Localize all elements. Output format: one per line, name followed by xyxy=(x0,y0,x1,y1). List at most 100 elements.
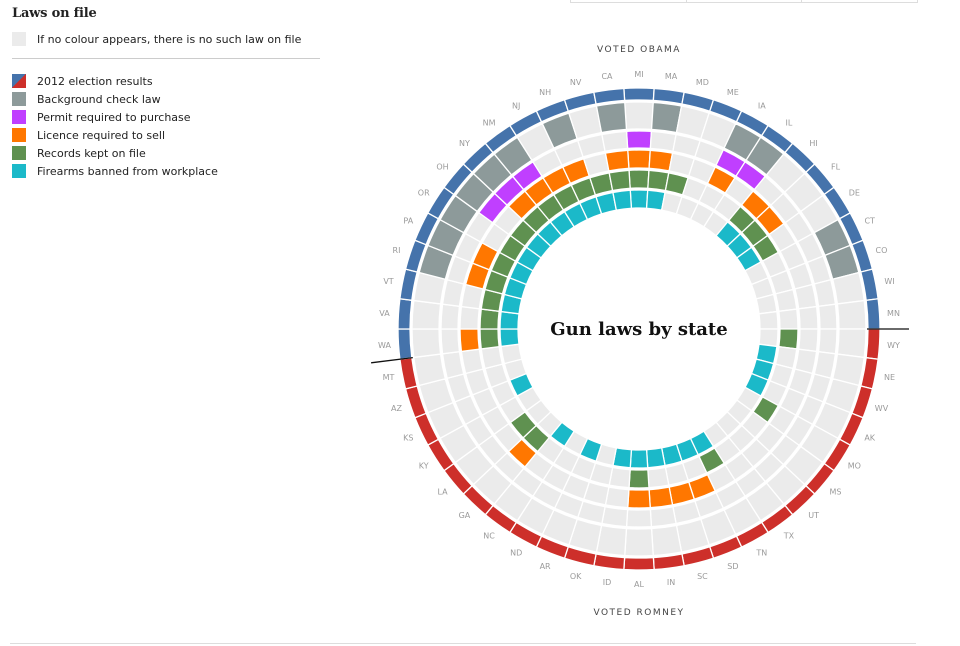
state-label-in: IN xyxy=(667,578,675,587)
state-label-wv: WV xyxy=(875,404,889,413)
empty-segment xyxy=(817,303,838,330)
state-label-az: AZ xyxy=(391,404,402,413)
state-label-ky: KY xyxy=(419,462,429,471)
empty-segment xyxy=(625,508,653,528)
state-label-mi: MI xyxy=(634,70,643,79)
state-label-pa: PA xyxy=(403,216,413,225)
legend-no-law-note: If no colour appears, there is no such l… xyxy=(12,30,320,48)
workplace-ban-segment-ca xyxy=(612,189,633,211)
state-label-ia: IA xyxy=(758,102,766,111)
state-label-or: OR xyxy=(418,188,430,197)
licence-to-sell-segment-sc xyxy=(668,481,696,506)
state-label-la: LA xyxy=(437,488,448,497)
permit-to-purchase-swatch xyxy=(12,110,26,124)
state-label-sd: SD xyxy=(727,562,738,571)
vote-segment-al xyxy=(623,556,655,571)
legend-item-label: Firearms banned from workplace xyxy=(37,164,218,178)
empty-segment xyxy=(601,506,629,528)
records-kept-segment-mi xyxy=(628,169,650,189)
state-label-ar: AR xyxy=(540,562,551,571)
empty-segment xyxy=(604,486,630,509)
background-check-swatch xyxy=(12,92,26,106)
state-label-mn: MN xyxy=(887,309,900,318)
legend-item-workplace-ban: Firearms banned from workplace xyxy=(12,162,320,180)
empty-segment xyxy=(798,328,819,353)
empty-segment xyxy=(441,350,465,380)
legend-item-label: Background check law xyxy=(37,92,161,106)
vote-segment-ca xyxy=(593,87,626,105)
empty-segment xyxy=(794,283,818,310)
state-label-wy: WY xyxy=(887,341,900,350)
legend-item-label: Licence required to sell xyxy=(37,128,166,142)
empty-segment xyxy=(778,308,799,330)
state-label-ma: MA xyxy=(665,72,678,81)
chart-title: Gun laws by state xyxy=(550,319,727,340)
state-label-mt: MT xyxy=(383,373,395,382)
tab-divider xyxy=(801,0,802,2)
empty-segment xyxy=(411,299,442,330)
vote-segment-ma xyxy=(652,87,685,105)
records-kept-segment-va xyxy=(479,308,500,330)
empty-segment xyxy=(813,278,837,308)
empty-segment xyxy=(774,288,798,313)
workplace-ban-segment-mi xyxy=(629,189,649,209)
state-label-ny: NY xyxy=(459,139,470,148)
licence-to-sell-segment-ca xyxy=(604,149,630,172)
legend-item-records-kept: Records kept on file xyxy=(12,144,320,162)
workplace-ban-swatch xyxy=(12,164,26,178)
legend-items: 2012 election results Background check la… xyxy=(12,72,320,180)
records-kept-segment-ca xyxy=(608,169,631,192)
vote-divider-line xyxy=(371,356,413,364)
empty-segment xyxy=(440,328,461,355)
workplace-ban-segment-al xyxy=(629,449,649,469)
state-label-ga: GA xyxy=(459,511,471,520)
licence-to-sell-swatch xyxy=(12,128,26,142)
licence-to-sell-segment-in xyxy=(648,486,674,509)
state-label-fl: FL xyxy=(831,163,841,172)
state-label-nh: NH xyxy=(539,88,551,97)
vote-segment-wa xyxy=(397,328,413,360)
legend-title: Laws on file xyxy=(12,6,97,21)
state-label-nv: NV xyxy=(570,78,582,87)
state-label-wi: WI xyxy=(884,277,894,286)
state-label-ak: AK xyxy=(864,434,875,443)
records-kept-segment-al xyxy=(628,469,650,489)
legend-item-licence-to-sell: Licence required to sell xyxy=(12,126,320,144)
empty-segment xyxy=(817,328,838,355)
legend-item-label: 2012 election results xyxy=(37,74,153,88)
records-kept-segment-wy xyxy=(778,328,799,350)
empty-segment xyxy=(647,466,670,489)
workplace-ban-segment-in xyxy=(645,447,666,469)
tab-divider xyxy=(686,0,687,2)
state-label-vt: VT xyxy=(383,277,393,286)
state-label-nd: ND xyxy=(510,549,522,558)
licence-to-sell-segment-wa xyxy=(459,328,480,353)
empty-segment xyxy=(411,328,442,359)
empty-segment xyxy=(601,130,629,152)
vote-segment-mi xyxy=(623,87,655,102)
state-label-me: ME xyxy=(727,88,739,97)
empty-segment xyxy=(758,310,779,330)
legend-item-election-results: 2012 election results xyxy=(12,72,320,90)
state-label-va: VA xyxy=(379,309,390,318)
licence-to-sell-segment-ma xyxy=(648,149,674,172)
state-label-md: MD xyxy=(696,78,709,87)
empty-segment xyxy=(624,101,654,131)
state-label-tx: TX xyxy=(783,531,795,540)
election-results-swatch xyxy=(12,74,26,88)
vote-segment-va xyxy=(397,298,413,330)
footer-divider xyxy=(10,643,916,644)
empty-segment xyxy=(440,303,461,330)
permit-to-purchase-segment-mi xyxy=(625,130,653,150)
legend-panel: Laws on file If no colour appears, there… xyxy=(12,6,320,180)
state-label-ut: UT xyxy=(808,511,819,520)
vote-segment-wy xyxy=(865,328,881,360)
voted-obama-label: VOTED OBAMA xyxy=(597,45,681,55)
voted-romney-label: VOTED ROMNEY xyxy=(593,608,684,618)
empty-segment xyxy=(624,527,654,557)
legend-item-permit-to-purchase: Permit required to purchase xyxy=(12,108,320,126)
state-label-ks: KS xyxy=(403,434,413,443)
legend-item-label: Records kept on file xyxy=(37,146,146,160)
state-label-ri: RI xyxy=(393,246,401,255)
